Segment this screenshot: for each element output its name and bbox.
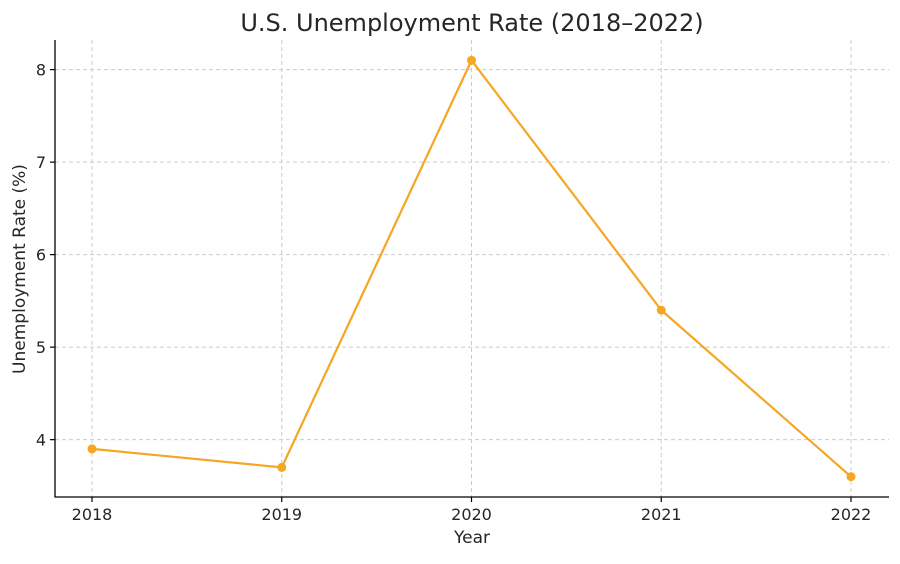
grid — [55, 40, 889, 497]
x-tick-label: 2021 — [641, 505, 682, 524]
y-tick-label: 4 — [36, 431, 46, 450]
data-point — [87, 444, 97, 454]
data-point — [467, 55, 476, 65]
series — [87, 55, 856, 482]
y-axis-label: Unemployment Rate (%) — [10, 164, 30, 374]
y-tick-label: 7 — [36, 153, 46, 172]
chart-title: U.S. Unemployment Rate (2018–2022) — [240, 9, 703, 37]
axis-ticks: 2018 2019 2020 2021 2022 4 5 6 7 8 — [36, 61, 872, 524]
y-tick-label: 8 — [36, 61, 46, 80]
x-tick-label: 2020 — [451, 505, 492, 524]
data-point — [846, 472, 856, 482]
x-tick-label: 2022 — [831, 505, 872, 524]
x-tick-label: 2018 — [72, 505, 113, 524]
axis-spines — [54, 40, 889, 498]
y-tick-label: 6 — [36, 246, 46, 265]
data-point — [656, 305, 666, 315]
y-tick-label: 5 — [36, 338, 46, 357]
x-axis-label: Year — [453, 528, 490, 548]
data-point — [277, 462, 287, 472]
x-tick-label: 2019 — [261, 505, 302, 524]
